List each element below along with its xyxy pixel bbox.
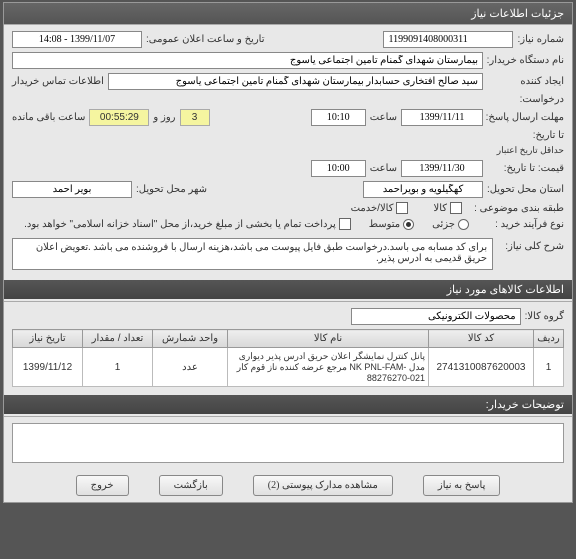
buyer-notes-area[interactable] — [12, 423, 564, 463]
deadline-reply-label: مهلت ارسال پاسخ: — [487, 112, 564, 123]
col-unit: واحد شمارش — [153, 330, 228, 348]
delivery-province-input[interactable] — [363, 181, 483, 198]
goods-label: کالا — [433, 203, 447, 214]
small-radio[interactable] — [458, 219, 469, 230]
window-title: جزئیات اطلاعات نیاز — [4, 3, 572, 24]
partial-pay-checkbox[interactable] — [339, 218, 351, 230]
request-label: درخواست: — [487, 94, 564, 105]
cell-name: پانل کنترل نمایشگر اعلان حریق ادرس پذیر … — [228, 348, 429, 387]
delivery-city-label: شهر محل تحویل: — [136, 184, 207, 195]
partial-pay-label: پرداخت تمام یا بخشی از مبلغ خرید،از محل … — [24, 219, 336, 230]
delivery-province-label: استان محل تحویل: — [487, 184, 564, 195]
goods-group-input[interactable] — [351, 308, 521, 325]
small-radio-group[interactable]: جزئی — [432, 219, 469, 230]
day-and-label: روز و — [153, 112, 175, 123]
table-row[interactable]: 1 2741310087620003 پانل کنترل نمایشگر اع… — [13, 348, 564, 387]
refresh-button[interactable]: بازگشت — [159, 475, 223, 496]
public-datetime-label: تاریخ و ساعت اعلان عمومی: — [146, 34, 265, 45]
service-checkbox[interactable] — [396, 202, 408, 214]
remaining-time: 00:55:29 — [89, 109, 149, 126]
budget-label: طبقه بندی موضوعی : — [487, 203, 564, 214]
col-qty: تعداد / مقدار — [83, 330, 153, 348]
medium-label: متوسط — [369, 219, 400, 230]
creator-label: ایجاد کننده — [487, 76, 564, 87]
goods-group-label: گروه کالا: — [525, 311, 564, 322]
goods-section: گروه کالا: ردیف کد کالا نام کالا واحد شم… — [4, 301, 572, 391]
price-to-date-label: قیمت: تا تاریخ: — [487, 163, 564, 174]
buyer-notes-section — [4, 416, 572, 467]
form-section: شماره نیاز: تاریخ و ساعت اعلان عمومی: نا… — [4, 24, 572, 276]
goods-checkbox[interactable] — [450, 202, 462, 214]
goods-checkbox-group[interactable]: کالا — [433, 202, 462, 214]
purchase-type-label: نوع فرآیند خرید : — [487, 219, 564, 230]
min-validity-date-input[interactable] — [401, 160, 483, 177]
partial-pay-group[interactable]: پرداخت تمام یا بخشی از مبلغ خرید،از محل … — [24, 218, 351, 230]
service-label: کالا/خدمت — [351, 203, 394, 214]
buyer-org-label: نام دستگاه خریدار: — [487, 55, 564, 66]
deadline-date-input[interactable] — [401, 109, 483, 126]
contact-label: اطلاعات تماس خریدار — [12, 76, 104, 87]
col-row: ردیف — [534, 330, 564, 348]
min-validity-time-label: ساعت — [370, 163, 397, 174]
delivery-city-input[interactable] — [12, 181, 132, 198]
goods-header: اطلاعات کالاهای مورد نیاز — [4, 280, 572, 299]
remaining-days: 3 — [180, 109, 210, 126]
creator-input[interactable] — [108, 73, 483, 90]
service-checkbox-group[interactable]: کالا/خدمت — [351, 202, 409, 214]
view-attachments-button[interactable]: مشاهده مدارک پیوستی (2) — [253, 475, 393, 496]
small-label: جزئی — [432, 219, 455, 230]
deadline-time-input[interactable] — [311, 109, 366, 126]
medium-radio-group[interactable]: متوسط — [369, 219, 414, 230]
min-validity-label: حداقل تاریخ اعتبار — [487, 145, 564, 156]
col-code: کد کالا — [429, 330, 534, 348]
buyer-notes-header: توضیحات خریدار: — [4, 395, 572, 414]
desc-label: شرح کلی نیاز: — [497, 238, 564, 252]
medium-radio[interactable] — [403, 219, 414, 230]
min-validity-time-input[interactable] — [311, 160, 366, 177]
goods-table: ردیف کد کالا نام کالا واحد شمارش تعداد /… — [12, 329, 564, 387]
cell-code: 2741310087620003 — [429, 348, 534, 387]
cell-qty: 1 — [83, 348, 153, 387]
public-datetime-input[interactable] — [12, 31, 142, 48]
col-name: نام کالا — [228, 330, 429, 348]
need-number-label: شماره نیاز: — [517, 34, 564, 45]
app-container: جزئیات اطلاعات نیاز شماره نیاز: تاریخ و … — [0, 2, 576, 559]
reply-button[interactable]: پاسخ به نیاز — [423, 475, 501, 496]
desc-textarea[interactable]: برای کد مسابه می باسد.درخواست طبق فایل پ… — [12, 238, 493, 270]
main-window: جزئیات اطلاعات نیاز شماره نیاز: تاریخ و … — [3, 2, 573, 503]
remaining-label: ساعت باقی مانده — [12, 112, 85, 123]
button-bar: پاسخ به نیاز مشاهده مدارک پیوستی (2) باز… — [4, 467, 572, 502]
buyer-org-input[interactable] — [12, 52, 483, 69]
col-date: تاریخ نیاز — [13, 330, 83, 348]
deadline-time-label: ساعت — [370, 112, 397, 123]
need-number-input[interactable] — [383, 31, 513, 48]
cell-date: 1399/11/12 — [13, 348, 83, 387]
cell-unit: عدد — [153, 348, 228, 387]
cell-row: 1 — [534, 348, 564, 387]
exit-button[interactable]: خروج — [76, 475, 129, 496]
to-date-label: تا تاریخ: — [487, 130, 564, 141]
